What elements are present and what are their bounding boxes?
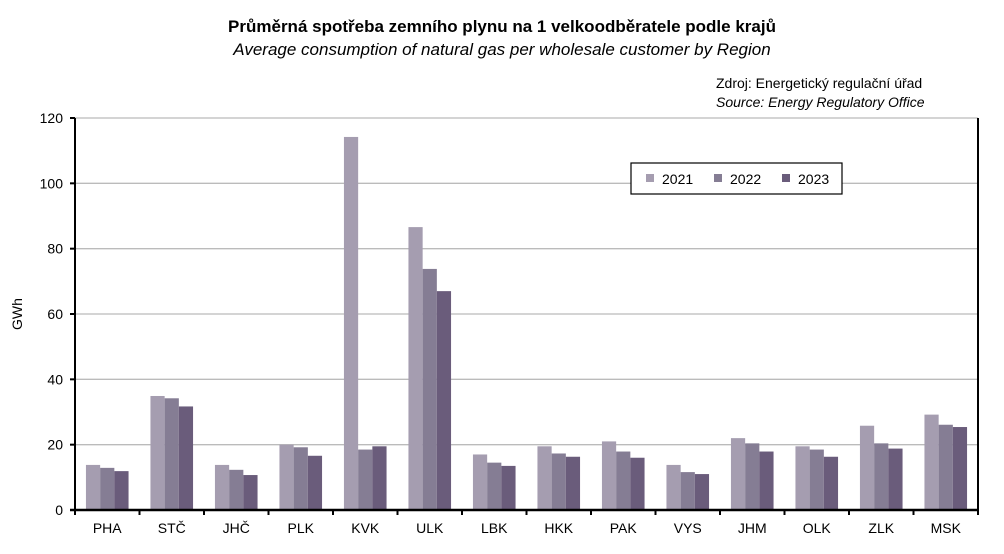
bar-PAK-2021: [601, 441, 617, 510]
legend-swatch-2023: [782, 174, 790, 182]
legend: [630, 162, 843, 195]
bar-JHČ-2021: [214, 464, 230, 510]
bar-VYS-2021: [666, 464, 681, 510]
y-tick-label: 120: [40, 110, 64, 126]
chart-title: Průměrná spotřeba zemního plynu na 1 vel…: [228, 17, 776, 36]
bar-KVK-2023: [372, 446, 387, 510]
bar-ZLK-2023: [888, 448, 903, 510]
y-tick-label: 20: [47, 437, 63, 453]
bar-MSK-2022: [938, 424, 953, 510]
bar-STČ-2022: [164, 398, 179, 510]
x-tick-label: PHA: [93, 520, 122, 536]
legend-swatch-2021: [646, 174, 654, 182]
bar-KVK-2022: [358, 449, 373, 510]
x-tick-label: PAK: [610, 520, 638, 536]
bar-JHM-2021: [730, 438, 746, 510]
x-tick-label: PLK: [288, 520, 315, 536]
chart-subtitle: Average consumption of natural gas per w…: [233, 40, 771, 59]
bar-MSK-2021: [924, 414, 939, 510]
bar-JHČ-2022: [229, 469, 244, 510]
bar-JHM-2022: [745, 443, 760, 510]
x-tick-label: ZLK: [868, 520, 894, 536]
bar-PAK-2023: [630, 457, 645, 510]
bar-ZLK-2022: [874, 443, 889, 510]
x-tick-label: VYS: [674, 520, 702, 536]
x-tick-label: LBK: [481, 520, 508, 536]
x-tick-label: KVK: [351, 520, 380, 536]
bar-PAK-2022: [616, 451, 631, 510]
source-en: Source: Energy Regulatory Office: [716, 94, 925, 110]
bar-STČ-2021: [150, 395, 165, 510]
bar-LBK-2022: [487, 462, 502, 510]
bar-ZLK-2021: [859, 425, 875, 510]
bar-PLK-2023: [307, 455, 323, 510]
bar-PHA-2021: [85, 464, 101, 510]
bar-ULK-2021: [408, 227, 423, 510]
bar-PHA-2023: [114, 471, 129, 510]
legend-swatch-2022: [714, 174, 722, 182]
bar-OLK-2021: [795, 446, 810, 510]
y-axis-label: GWh: [9, 298, 25, 330]
y-tick-label: 60: [47, 306, 63, 322]
bar-HKK-2021: [537, 446, 552, 510]
x-tick-label: STČ: [158, 520, 186, 536]
x-tick-label: JHM: [738, 520, 767, 536]
bar-OLK-2022: [809, 449, 824, 510]
bar-KVK-2021: [343, 136, 359, 511]
legend-label-2022: 2022: [730, 171, 761, 187]
bar-PHA-2022: [100, 467, 115, 510]
x-tick-label: ULK: [416, 520, 444, 536]
bar-PLK-2022: [293, 447, 308, 510]
bar-HKK-2022: [551, 453, 566, 510]
x-tick-label: OLK: [803, 520, 832, 536]
y-tick-label: 40: [47, 371, 63, 387]
bar-VYS-2023: [694, 474, 710, 510]
bar-STČ-2023: [178, 406, 194, 510]
bar-LBK-2021: [472, 454, 488, 510]
bar-PLK-2021: [279, 444, 294, 510]
legend-label-2023: 2023: [798, 171, 829, 187]
bar-OLK-2023: [823, 456, 839, 510]
y-tick-label: 0: [55, 502, 63, 518]
bar-ULK-2023: [436, 291, 452, 510]
source-cz: Zdroj: Energetický regulační úřad: [716, 75, 923, 91]
bar-ULK-2022: [422, 268, 437, 510]
y-tick-label: 100: [40, 175, 64, 191]
x-tick-label: JHČ: [223, 520, 250, 536]
y-tick-label: 80: [47, 241, 63, 257]
bar-VYS-2022: [680, 472, 695, 510]
x-tick-label: MSK: [931, 520, 962, 536]
bar-JHM-2023: [759, 451, 774, 510]
bar-LBK-2023: [501, 465, 516, 510]
x-tick-label: HKK: [544, 520, 573, 536]
bar-JHČ-2023: [243, 475, 258, 510]
legend-label-2021: 2021: [662, 171, 693, 187]
bar-MSK-2023: [952, 427, 968, 510]
bar-HKK-2023: [565, 456, 581, 510]
